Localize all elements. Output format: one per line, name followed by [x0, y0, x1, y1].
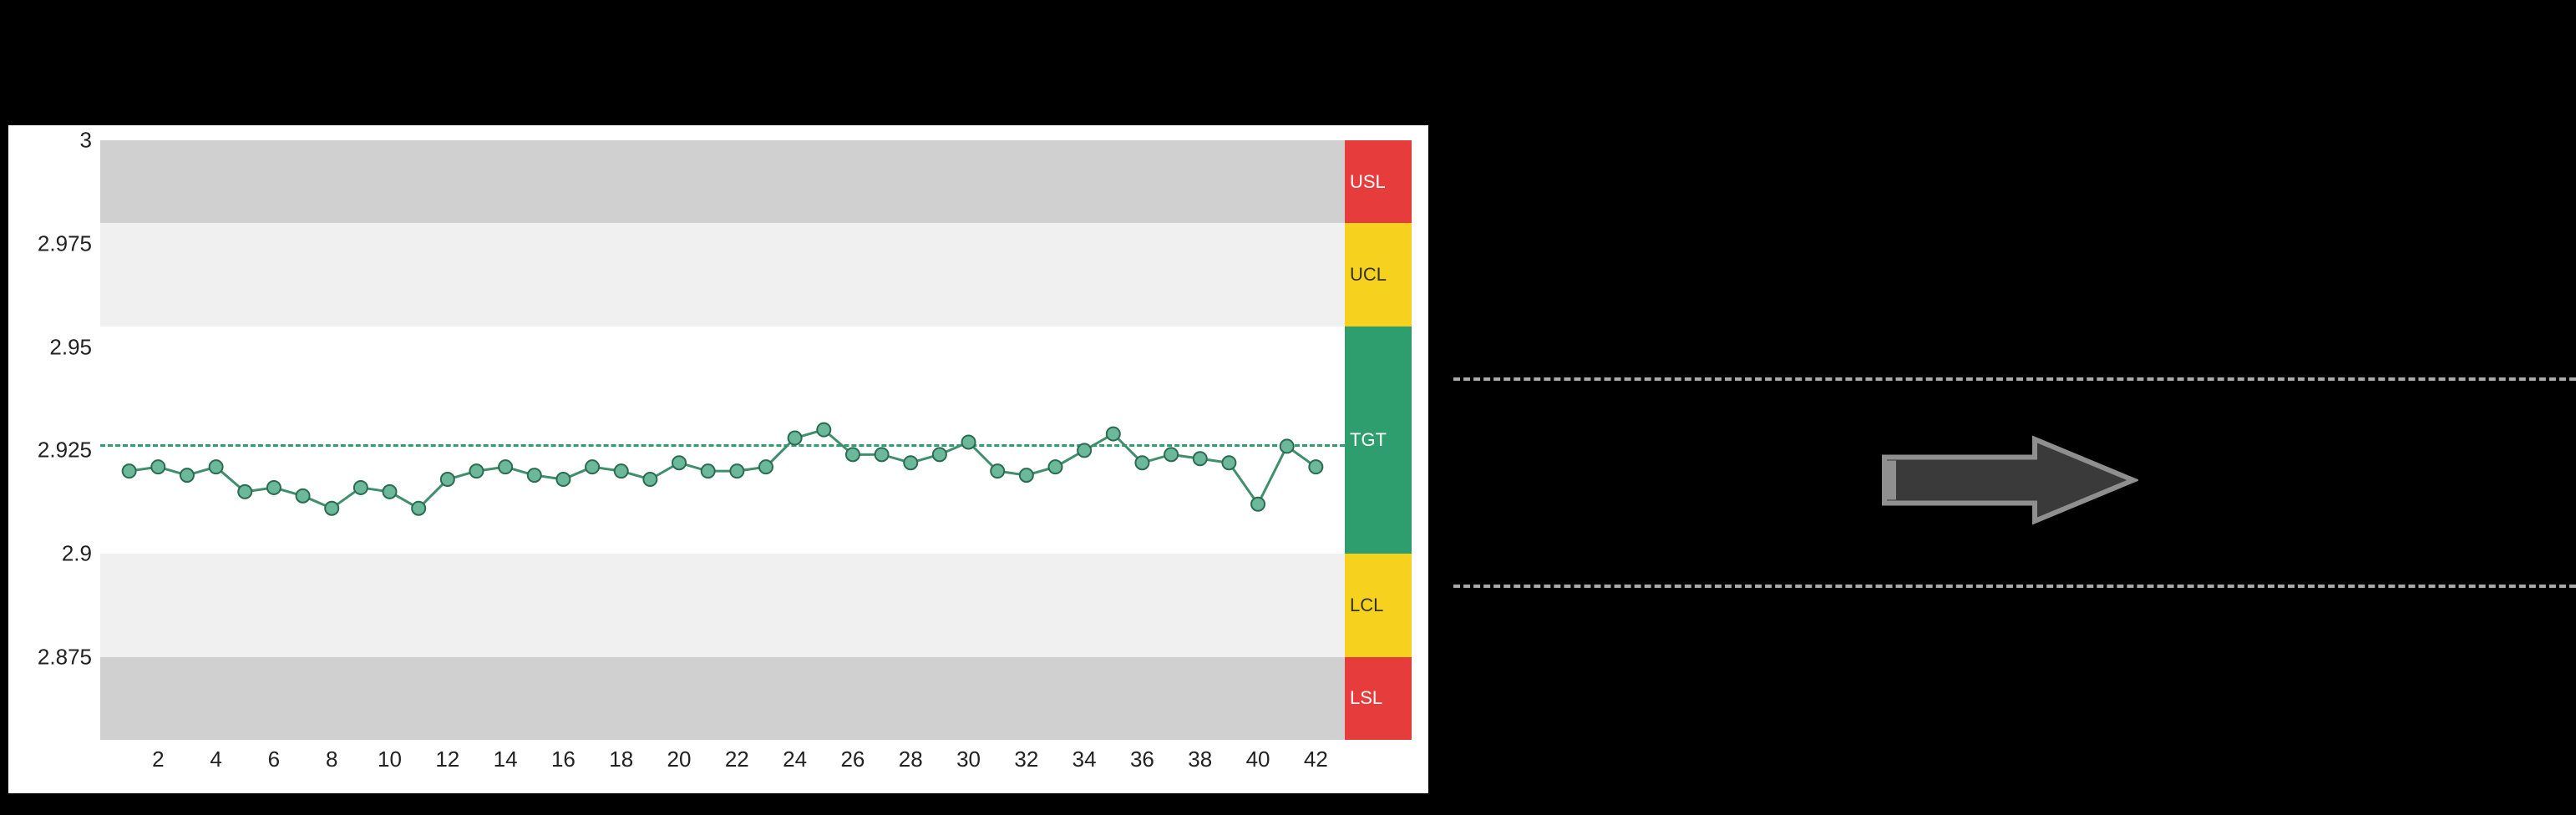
data-point [469, 464, 483, 478]
data-point [528, 468, 541, 482]
data-point [238, 485, 251, 499]
x-tick-label: 30 [956, 740, 981, 772]
y-tick-label: 2.95 [49, 334, 100, 360]
x-tick-label: 42 [1304, 740, 1328, 772]
x-tick-label: 6 [268, 740, 280, 772]
y-tick-label: 2.975 [38, 230, 100, 256]
data-point [933, 448, 946, 461]
data-point [297, 489, 310, 503]
data-point [875, 448, 889, 461]
x-tick-label: 28 [899, 740, 923, 772]
data-point [846, 448, 860, 461]
x-tick-label: 16 [551, 740, 576, 772]
data-point [383, 485, 397, 499]
x-tick-label: 36 [1130, 740, 1154, 772]
x-tick-label: 8 [326, 740, 337, 772]
data-point [210, 460, 223, 473]
data-point [267, 481, 281, 494]
data-point [1309, 460, 1322, 473]
data-point [615, 464, 628, 478]
data-point [441, 473, 454, 486]
y-tick-label: 3 [80, 128, 100, 154]
data-point [702, 464, 715, 478]
limit-label-lsl: LSL [1345, 657, 1412, 740]
x-tick-label: 4 [210, 740, 221, 772]
data-point [730, 464, 743, 478]
x-tick-label: 20 [667, 740, 692, 772]
data-point [1222, 456, 1235, 469]
data-point [991, 464, 1004, 478]
data-point [1194, 452, 1207, 465]
data-point [412, 502, 425, 515]
limit-label-ucl: UCL [1345, 223, 1412, 327]
data-point [962, 435, 976, 448]
limit-label-tgt: TGT [1345, 327, 1412, 554]
guide-line-lower [1453, 585, 2576, 588]
plot-area: 2.8752.92.9252.952.9753 2468101214161820… [100, 140, 1345, 740]
x-tick-label: 18 [609, 740, 633, 772]
x-tick-label: 40 [1246, 740, 1270, 772]
data-point [1280, 439, 1294, 453]
x-tick-label: 26 [840, 740, 865, 772]
data-series [100, 140, 1345, 740]
data-point [586, 460, 599, 473]
data-point [325, 502, 338, 515]
data-point [904, 456, 917, 469]
y-tick-label: 2.925 [38, 438, 100, 463]
data-point [1048, 460, 1062, 473]
data-point [1164, 448, 1178, 461]
x-tick-label: 38 [1188, 740, 1212, 772]
data-point [1135, 456, 1149, 469]
data-point [1078, 443, 1091, 457]
x-tick-label: 32 [1014, 740, 1038, 772]
x-tick-label: 10 [378, 740, 402, 772]
control-chart: 2.8752.92.9252.952.9753 2468101214161820… [8, 125, 1428, 793]
data-point [151, 460, 165, 473]
data-point [643, 473, 657, 486]
data-point [1251, 498, 1265, 511]
x-tick-label: 34 [1072, 740, 1097, 772]
y-tick-label: 2.9 [62, 541, 100, 567]
data-point [556, 473, 570, 486]
data-point [1107, 428, 1120, 441]
arrow-icon [1879, 434, 2138, 526]
data-point [180, 468, 194, 482]
data-point [672, 456, 686, 469]
limit-label-lcl: LCL [1345, 554, 1412, 657]
limit-legend: USLUCLTGTLCLLSL [1345, 140, 1412, 740]
data-point [499, 460, 512, 473]
data-point [817, 423, 830, 437]
x-tick-label: 22 [725, 740, 749, 772]
x-tick-label: 12 [435, 740, 459, 772]
data-point [759, 460, 773, 473]
guide-line-upper [1453, 377, 2576, 381]
data-point [123, 464, 136, 478]
x-tick-label: 24 [783, 740, 807, 772]
data-point [354, 481, 368, 494]
x-tick-label: 2 [152, 740, 164, 772]
x-tick-label: 14 [494, 740, 518, 772]
data-point [789, 432, 802, 445]
data-point [1020, 468, 1033, 482]
limit-label-usl: USL [1345, 140, 1412, 223]
y-tick-label: 2.875 [38, 644, 100, 670]
